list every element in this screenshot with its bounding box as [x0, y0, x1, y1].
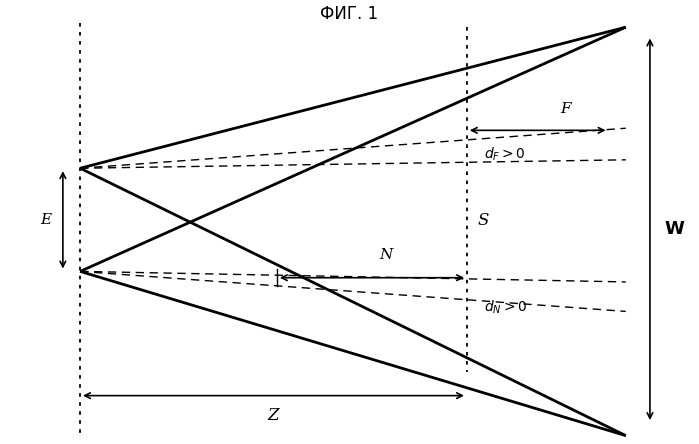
Text: Z: Z	[268, 407, 280, 424]
Text: $d_N>0$: $d_N>0$	[484, 298, 528, 316]
Text: F: F	[560, 102, 570, 116]
Text: ФИГ. 1: ФИГ. 1	[320, 5, 379, 23]
Text: N: N	[379, 248, 392, 262]
Text: W: W	[664, 220, 684, 238]
Text: E: E	[40, 213, 51, 227]
Text: $d_F>0$: $d_F>0$	[484, 146, 526, 163]
Text: S: S	[477, 212, 489, 230]
